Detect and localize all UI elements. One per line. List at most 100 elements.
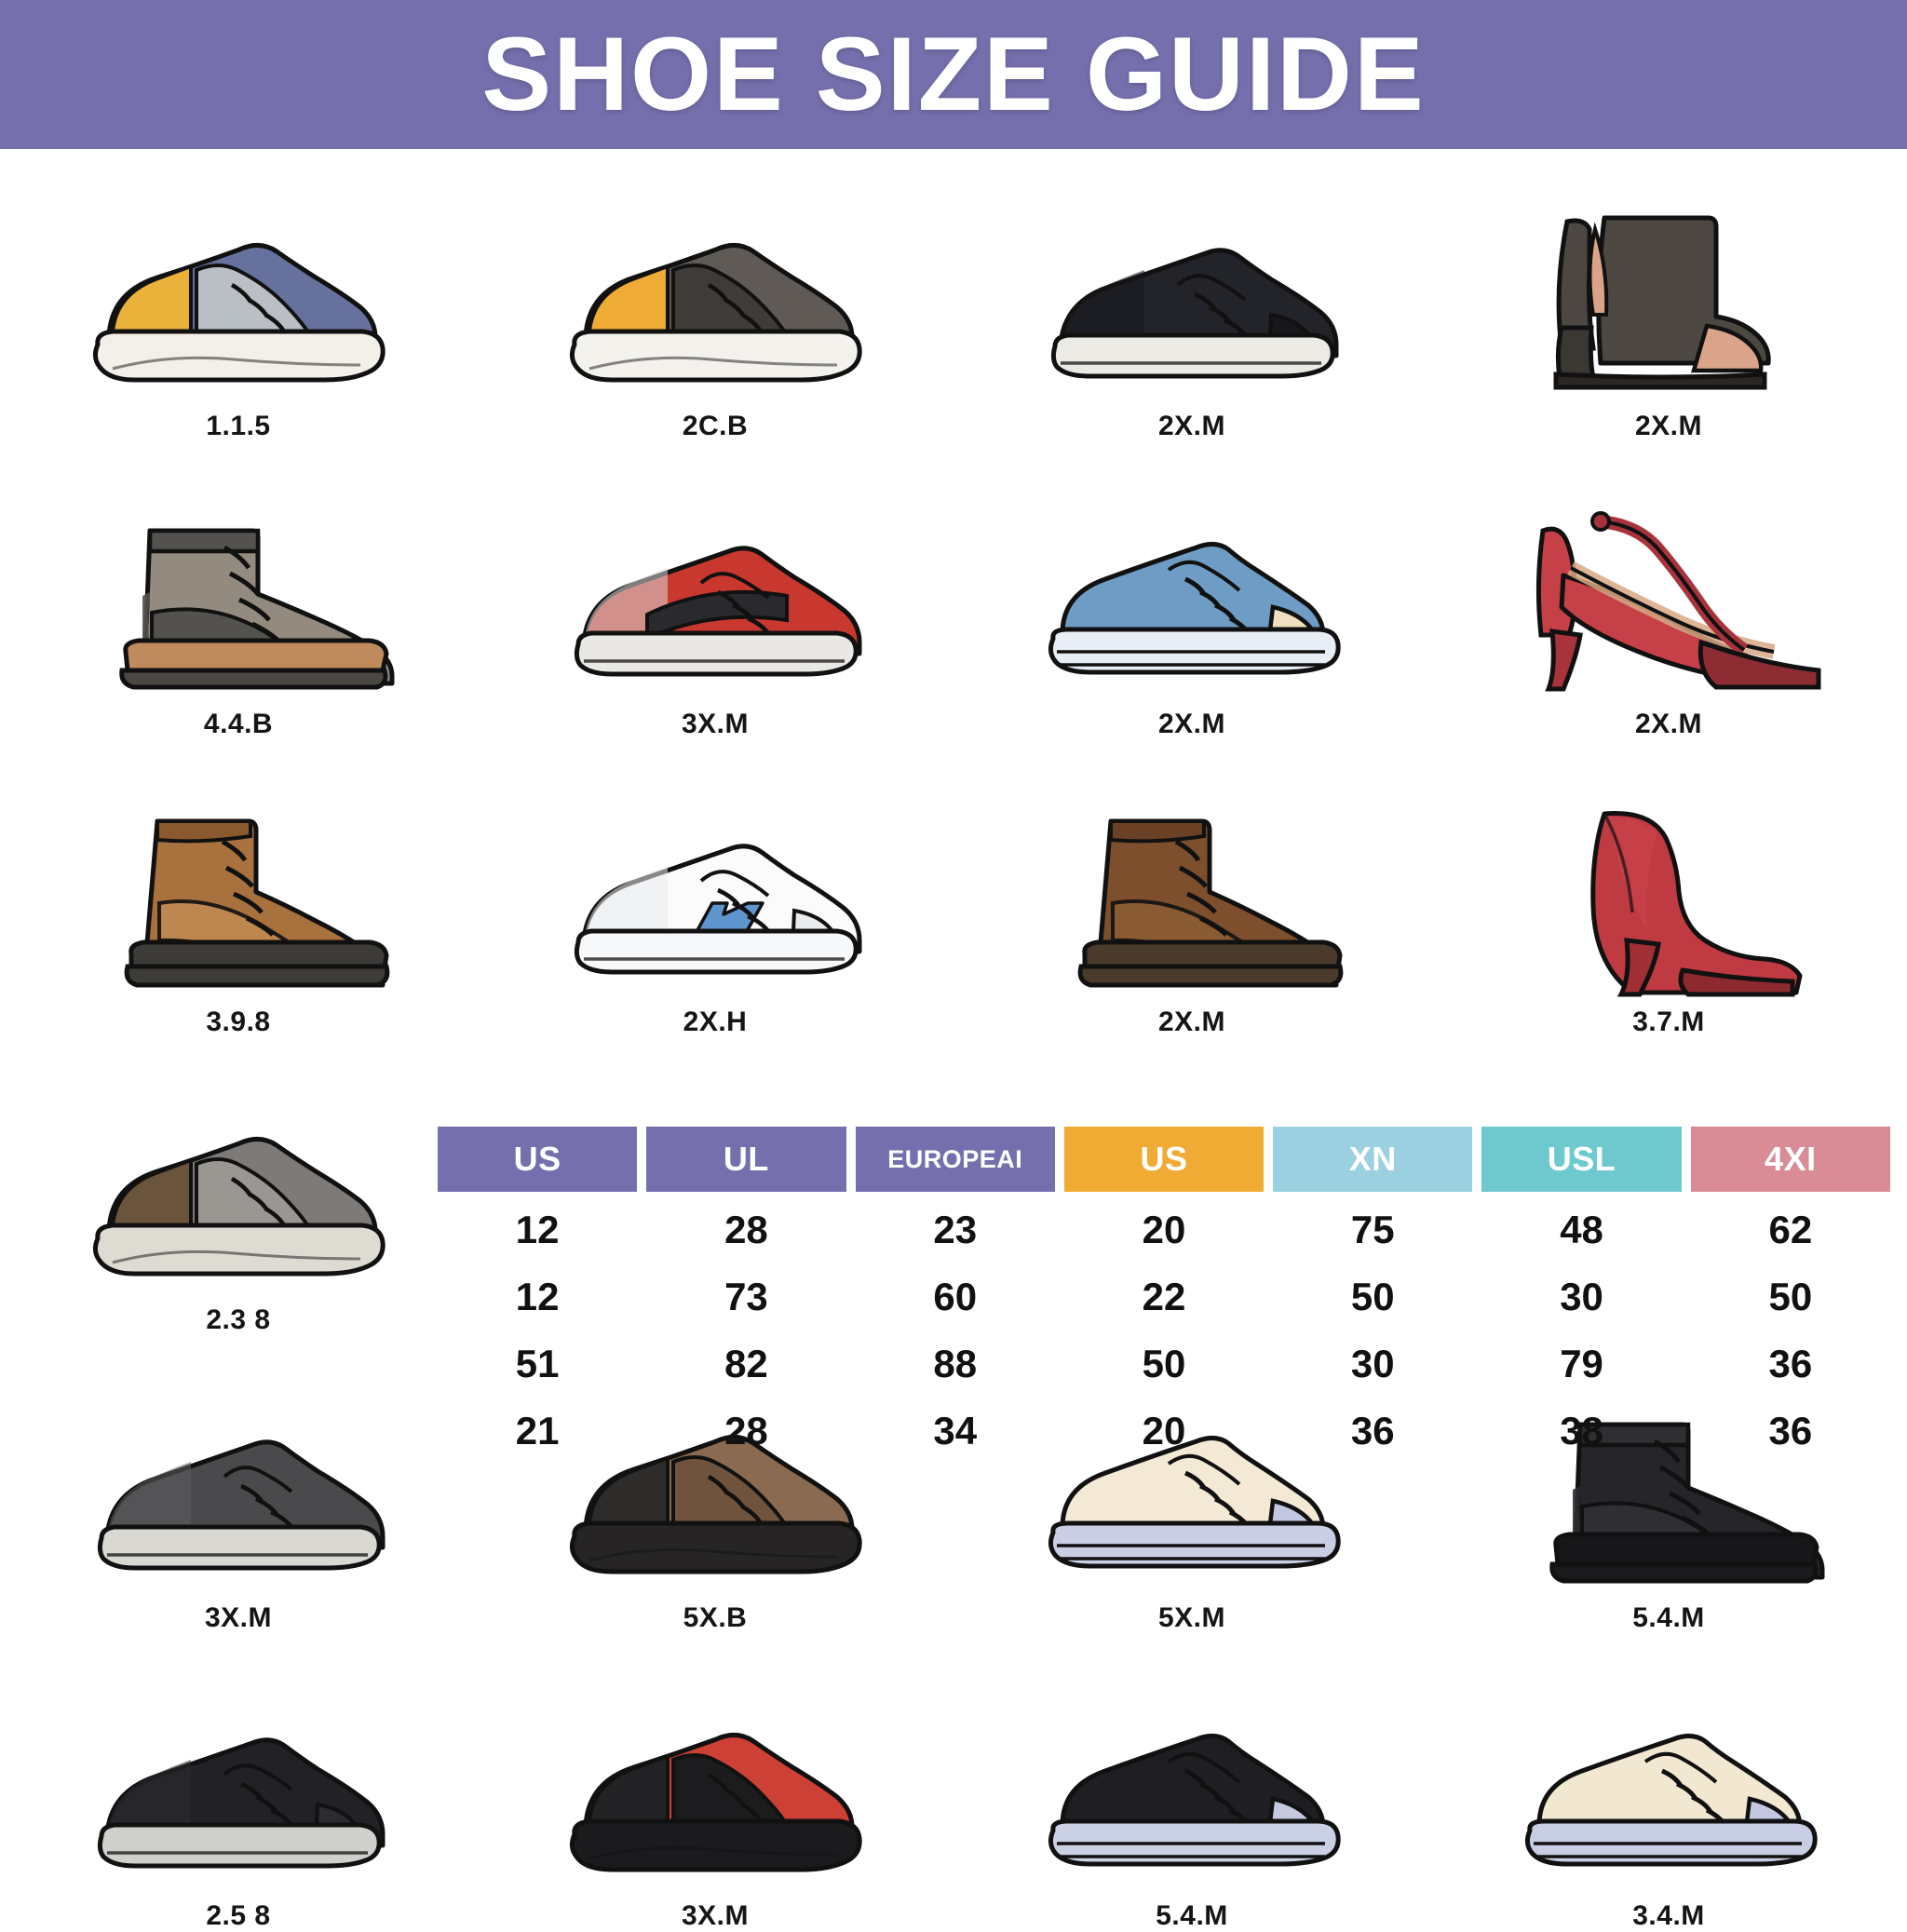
table-cell: 36 bbox=[1768, 1409, 1813, 1452]
shoe-card[interactable]: 2C.B bbox=[477, 205, 954, 442]
shoe-size-label: 2X.H bbox=[683, 1007, 748, 1037]
sneaker-red-black-icon bbox=[561, 503, 869, 703]
shoe-row: 4.4.B 3X.M 2X.M 2X.M bbox=[0, 503, 1907, 740]
shoe-size-label: 5.4.M bbox=[1632, 1602, 1705, 1633]
shoe-card[interactable]: 2X.M bbox=[1430, 503, 1907, 740]
table-header-cell[interactable]: US bbox=[438, 1127, 638, 1192]
table-cell: 38 bbox=[1560, 1409, 1603, 1452]
table-cell: 28 bbox=[724, 1409, 768, 1452]
page-header-banner: SHOE SIZE GUIDE bbox=[0, 0, 1907, 149]
shoe-row: 2.5 8 3X.M 5.4.M 3.4.M bbox=[0, 1695, 1907, 1932]
table-cell: 88 bbox=[933, 1342, 978, 1385]
table-cell: 75 bbox=[1350, 1208, 1395, 1251]
shoe-size-label: 5.4.M bbox=[1156, 1900, 1228, 1931]
ankle-boot-heel-icon bbox=[1515, 205, 1822, 405]
shoe-card[interactable]: 2X.M bbox=[954, 801, 1430, 1038]
shoe-card[interactable]: 2X.M bbox=[1430, 205, 1907, 442]
shoe-size-label: 5X.B bbox=[683, 1602, 748, 1633]
table-cell: 12 bbox=[515, 1208, 560, 1251]
sneaker-black-low-icon bbox=[85, 1695, 392, 1895]
shoe-card[interactable]: 3.9.8 bbox=[0, 801, 477, 1038]
work-boot-tan-icon bbox=[85, 801, 392, 1001]
shoe-size-label: 5X.M bbox=[1157, 1602, 1226, 1633]
sneaker-red-black-2-icon bbox=[561, 1695, 869, 1895]
sneaker-black-canvas-icon bbox=[1038, 1695, 1346, 1895]
table-header-cell[interactable]: XN bbox=[1273, 1127, 1473, 1192]
table-cell: 23 bbox=[933, 1208, 978, 1251]
shoe-row: 3X.M 5X.B 5X.M 5.4.M bbox=[0, 1397, 1907, 1634]
combat-boot-grey-icon bbox=[85, 503, 395, 703]
shoe-card[interactable]: 2X.M bbox=[954, 503, 1430, 740]
shoe-card[interactable]: 3.4.M bbox=[1430, 1695, 1907, 1932]
shoe-card[interactable]: 5X.M bbox=[954, 1397, 1430, 1634]
shoe-card[interactable]: 4.4.B bbox=[0, 503, 477, 740]
shoe-card[interactable]: 2.5 8 bbox=[0, 1695, 477, 1932]
table-header-cell[interactable]: US bbox=[1063, 1127, 1265, 1192]
table-header-row: US UL EUROPEAI US XN USL 4XI bbox=[438, 1127, 1890, 1192]
sneaker-dark-grey-icon bbox=[85, 1397, 392, 1597]
shoe-card[interactable]: 3X.M bbox=[477, 1695, 954, 1932]
shoe-card[interactable]: 2X.H bbox=[477, 801, 954, 1038]
table-cell: 30 bbox=[1560, 1275, 1603, 1318]
heel-red-tstrap-icon bbox=[1515, 503, 1822, 703]
table-cell: 50 bbox=[1768, 1275, 1813, 1318]
shoe-card[interactable]: 2X.M bbox=[954, 205, 1430, 442]
shoe-card[interactable]: 5X.B bbox=[477, 1397, 954, 1634]
table-cell: 79 bbox=[1560, 1342, 1603, 1385]
shoe-card[interactable]: 5.4.M bbox=[954, 1695, 1430, 1932]
shoe-size-label: 2C.B bbox=[682, 411, 749, 441]
shoe-card[interactable]: 3X.M bbox=[477, 503, 954, 740]
shoe-card[interactable]: 1.1.5 bbox=[0, 205, 477, 442]
sneaker-cream-low-icon bbox=[1515, 1695, 1822, 1895]
shoe-size-label: 4.4.B bbox=[203, 709, 274, 739]
table-body: 12 28 23 20 75 48 62 12 73 60 22 50 30 50 51 82 88 50 30 79… bbox=[438, 1201, 1890, 1460]
table-cell: 62 bbox=[1768, 1208, 1813, 1251]
shoe-size-label: 1.1.5 bbox=[206, 411, 271, 441]
shoe-card[interactable]: 3X.M bbox=[0, 1397, 477, 1634]
sneaker-blue-yellow-icon bbox=[85, 205, 392, 405]
table-header-cell[interactable]: UL bbox=[646, 1127, 846, 1192]
boot-black-ankle-icon bbox=[1515, 1397, 1825, 1597]
table-cell: 34 bbox=[933, 1409, 978, 1452]
shoe-size-label: 2X.M bbox=[1634, 709, 1703, 739]
table-header-cell[interactable]: EUROPEAI bbox=[855, 1127, 1055, 1192]
table-cell: 73 bbox=[724, 1275, 768, 1318]
table-cell: 30 bbox=[1350, 1342, 1395, 1385]
table-cell: 50 bbox=[1350, 1275, 1395, 1318]
shoe-card[interactable]: 2.3 8 bbox=[0, 1099, 477, 1336]
shoe-size-label: 2X.M bbox=[1634, 411, 1703, 441]
guide-sheet: 1.1.5 2C.B 2X.M 2X.M bbox=[0, 149, 1907, 1931]
shoe-size-label: 2X.M bbox=[1157, 1007, 1226, 1037]
table-row: 21 28 34 20 36 38 36 bbox=[438, 1402, 1890, 1460]
shoe-row: 3.9.8 2X.H 2X.M 3.7.M bbox=[0, 801, 1907, 1038]
size-conversion-table: US UL EUROPEAI US XN USL 4XI 12 28 23 20 75 48 62 12 7… bbox=[438, 1127, 1890, 1460]
shoe-size-label: 3X.M bbox=[681, 709, 750, 739]
table-header-cell[interactable]: USL bbox=[1481, 1127, 1682, 1192]
sneaker-brown-black-icon bbox=[561, 1397, 869, 1597]
shoe-card[interactable]: 3.7.M bbox=[1430, 801, 1907, 1038]
sneaker-grey-brown-2-icon bbox=[85, 1099, 392, 1299]
table-cell: 20 bbox=[1142, 1208, 1186, 1251]
sneaker-cream-canvas-icon bbox=[1038, 1397, 1346, 1597]
page-title: SHOE SIZE GUIDE bbox=[481, 16, 1426, 132]
shoe-size-label: 2.3 8 bbox=[206, 1304, 271, 1335]
shoe-size-label: 2X.M bbox=[1157, 709, 1226, 739]
shoe-size-label: 2X.M bbox=[1157, 411, 1226, 441]
table-cell: 82 bbox=[724, 1342, 768, 1385]
boot-brown-lace-icon bbox=[1038, 801, 1346, 1001]
table-cell: 20 bbox=[1142, 1409, 1186, 1452]
table-cell: 22 bbox=[1142, 1275, 1186, 1318]
shoe-size-label: 3X.M bbox=[681, 1900, 750, 1931]
shoe-size-label: 2.5 8 bbox=[206, 1900, 271, 1931]
table-cell: 28 bbox=[724, 1208, 768, 1251]
shoe-card[interactable]: 5.4.M bbox=[1430, 1397, 1907, 1634]
shoe-row: 1.1.5 2C.B 2X.M 2X.M bbox=[0, 205, 1907, 442]
sneaker-white-n-icon bbox=[561, 801, 869, 1001]
table-cell: 12 bbox=[515, 1275, 560, 1318]
table-cell: 21 bbox=[515, 1409, 560, 1452]
table-cell: 60 bbox=[933, 1275, 978, 1318]
table-cell: 48 bbox=[1560, 1208, 1603, 1251]
shoe-size-label: 3.9.8 bbox=[206, 1007, 271, 1037]
table-cell: 36 bbox=[1350, 1409, 1395, 1452]
table-header-cell[interactable]: 4XI bbox=[1690, 1127, 1890, 1192]
